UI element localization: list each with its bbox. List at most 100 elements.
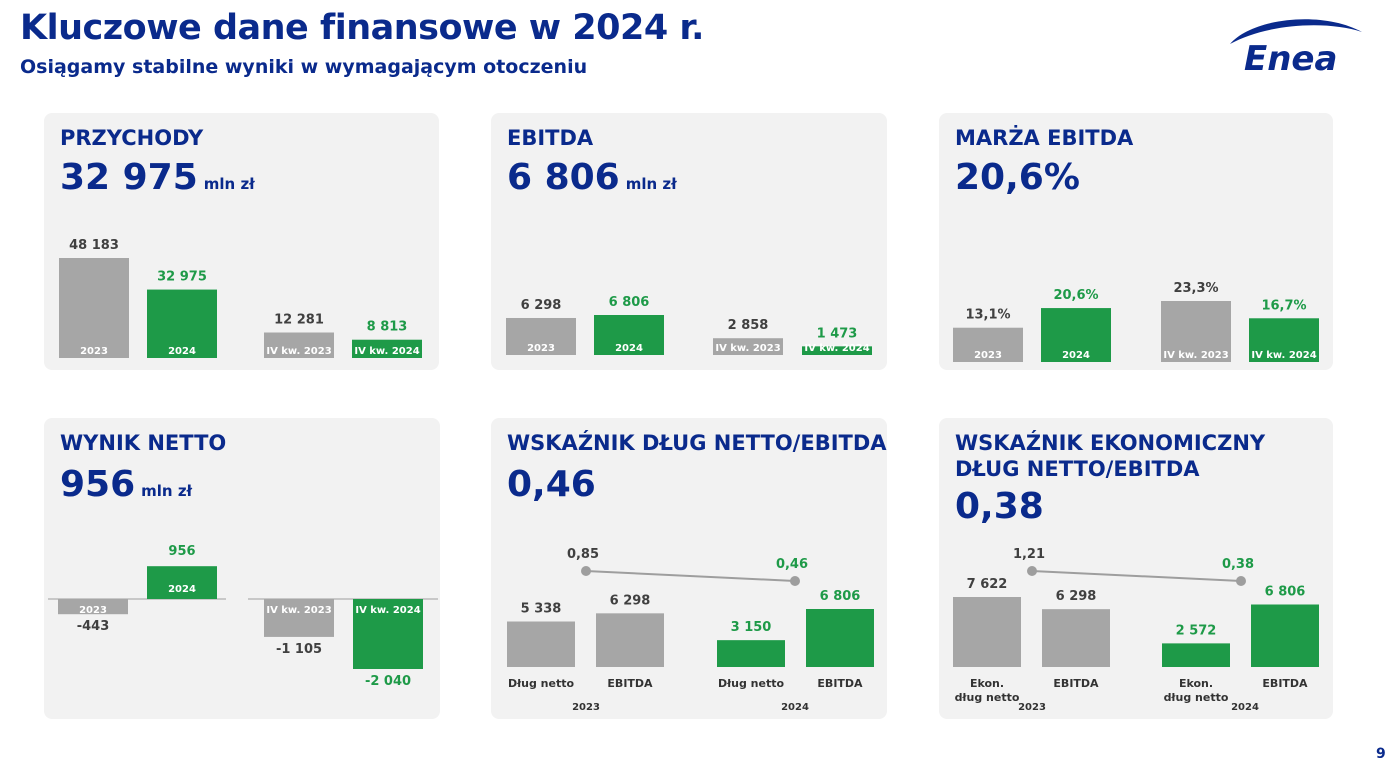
- bar-category-label-2: Ekon. dług netto: [1164, 677, 1229, 704]
- bar-value-label-3: 6 806: [820, 589, 861, 604]
- bar-1: [147, 289, 217, 358]
- bar-value-label-0: 7 622: [967, 577, 1008, 592]
- bar-category-label-3: IV kw. 2024: [1251, 350, 1316, 361]
- bar-category-label-0: Ekon. dług netto: [955, 677, 1020, 704]
- bar-value-label-2: 3 150: [731, 620, 772, 635]
- bar-value-label-1: 6 806: [609, 295, 650, 310]
- panel-ebitda-margin-value: 20,6%: [955, 157, 1080, 198]
- panel-net-result-number: 956: [60, 464, 136, 505]
- bar-3: [353, 599, 423, 669]
- bar-3: [1249, 318, 1319, 362]
- panel-ebitda-value: 6 806 mln zł: [507, 157, 677, 198]
- bar-category-label-3: EBITDA: [1262, 677, 1308, 690]
- bar-category-label-2: IV kw. 2023: [266, 346, 331, 357]
- debt-ratio-chart: 5 338 Dług netto 6 298 EBITDA 3 150 Dług nett…: [507, 547, 874, 713]
- panel-net-result-value: 956 mln zł: [60, 464, 192, 505]
- bar-value-label-1: 6 298: [610, 593, 651, 608]
- bar-value-label-3: 8 813: [367, 320, 408, 335]
- bar-category-label-1: EBITDA: [607, 677, 653, 690]
- panel-ebitda-title: EBITDA: [507, 126, 594, 150]
- panel-revenue-value: 32 975 mln zł: [60, 157, 255, 198]
- bar-3: [802, 346, 872, 355]
- panel-debt-ratio-title: WSKAŹNIK DŁUG NETTO/EBITDA: [507, 431, 887, 455]
- ratio-label-1: 0,46: [776, 557, 808, 572]
- page-subtitle: Osiągamy stabilne wyniki w wymagającym o…: [20, 56, 588, 78]
- panel-econ-debt-ratio-value: 0,38: [955, 486, 1044, 527]
- ebitda-chart: 6 298 2023 6 806 2024 2 858 IV kw. 2023 1 473 I…: [506, 295, 872, 355]
- bar-value-label-0: 48 183: [69, 238, 119, 253]
- group-year-label-1: 2024: [1231, 702, 1259, 713]
- net-result-chart: 2023 -443 2024 956 IV kw. 2023 -1 105 IV kw. 2…: [48, 544, 438, 689]
- bar-2: [1162, 643, 1230, 667]
- bar-value-label-2: 12 281: [274, 313, 324, 328]
- ratio-label-0: 1,21: [1013, 547, 1045, 562]
- bar-value-label-2: 2 572: [1176, 623, 1217, 638]
- bar-value-label-0: 13,1%: [965, 308, 1010, 323]
- bar-2: [264, 599, 334, 637]
- panel-ebitda-number: 6 806: [507, 157, 620, 198]
- group-year-label-0: 2023: [1018, 702, 1046, 713]
- bar-1: [594, 315, 664, 355]
- ratio-point-0: [581, 566, 591, 576]
- ratio-line: [1031, 570, 1242, 582]
- revenue-chart: 48 183 2023 32 975 2024 12 281 IV kw. 2023 8 8…: [59, 238, 422, 358]
- panel-revenue-unit: mln zł: [203, 175, 255, 193]
- bar-1: [1041, 308, 1111, 362]
- ratio-point-1: [790, 576, 800, 586]
- bar-category-label-1: 2024: [615, 343, 643, 354]
- panel-debt-ratio-value: 0,46: [507, 464, 596, 505]
- bar-0: [953, 597, 1021, 667]
- bar-category-label-3: IV kw. 2024: [354, 346, 419, 357]
- bar-3: [352, 339, 422, 358]
- bar-category-label-3: IV kw. 2024: [355, 605, 420, 616]
- bar-value-label-0: 5 338: [521, 602, 562, 617]
- bar-category-label-2: IV kw. 2023: [1163, 350, 1228, 361]
- bar-2: [717, 640, 785, 667]
- bar-1: [596, 613, 664, 667]
- bar-category-label-1: 2024: [168, 584, 196, 595]
- bar-category-label-1: 2024: [168, 346, 196, 357]
- bar-value-label-3: 1 473: [817, 326, 858, 341]
- bar-value-label-1: 20,6%: [1053, 288, 1098, 303]
- group-year-label-1: 2024: [781, 702, 809, 713]
- bar-value-label-1: 6 298: [1056, 589, 1097, 604]
- ebitda-margin-chart: 13,1% 2023 20,6% 2024 23,3% IV kw. 2023 16,7% I…: [953, 281, 1319, 362]
- bar-category-label-0: 2023: [79, 605, 107, 616]
- panel-revenue: PRZYCHODY 32 975 mln zł 48 183 2023 32 975 2…: [44, 113, 439, 370]
- bar-0: [953, 327, 1023, 362]
- bar-value-label-0: -443: [77, 619, 110, 634]
- bar-category-label-1: EBITDA: [1053, 677, 1099, 690]
- bar-value-label-0: 6 298: [521, 298, 562, 313]
- bar-2: [1161, 301, 1231, 362]
- bar-category-label-2: Dług netto: [718, 677, 785, 690]
- logo-swoosh: [1230, 19, 1362, 44]
- bar-value-label-2: -1 105: [276, 642, 322, 657]
- bar-3: [1251, 604, 1319, 667]
- ratio-label-1: 0,38: [1222, 557, 1254, 572]
- page-number: 9: [1376, 746, 1386, 762]
- bar-value-label-1: 956: [168, 544, 195, 559]
- ratio-label-0: 0,85: [567, 547, 599, 562]
- bar-category-label-1: 2024: [1062, 350, 1090, 361]
- panel-revenue-number: 32 975: [60, 157, 198, 198]
- bar-value-label-2: 2 858: [728, 318, 769, 333]
- panel-debt-ratio: WSKAŹNIK DŁUG NETTO/EBITDA 0,46 5 338 Dłu…: [491, 418, 887, 719]
- bar-2: [264, 332, 334, 358]
- ratio-point-0: [1027, 566, 1037, 576]
- bar-2: [713, 338, 783, 355]
- ratio-point-1: [1236, 576, 1246, 586]
- bar-0: [58, 599, 128, 615]
- enea-logo: Enea: [1230, 19, 1362, 76]
- bar-value-label-3: 6 806: [1265, 584, 1306, 599]
- bar-value-label-3: 16,7%: [1261, 298, 1306, 313]
- bar-0: [507, 621, 575, 667]
- group-year-label-0: 2023: [572, 702, 600, 713]
- panel-ebitda-margin: MARŻA EBITDA 20,6% 13,1% 2023 20,6% 2024 23,…: [939, 113, 1333, 370]
- bar-value-label-1: 32 975: [157, 270, 207, 285]
- bar-category-label-3: IV kw. 2024: [804, 343, 869, 354]
- bar-category-label-0: 2023: [974, 350, 1002, 361]
- bar-1: [147, 566, 217, 599]
- econ-debt-ratio-chart: 7 622 Ekon. dług netto 6 298 EBITDA 2 572 Ekon…: [953, 547, 1319, 713]
- panel-ebitda-margin-title: MARŻA EBITDA: [955, 126, 1134, 150]
- bar-1: [1042, 609, 1110, 667]
